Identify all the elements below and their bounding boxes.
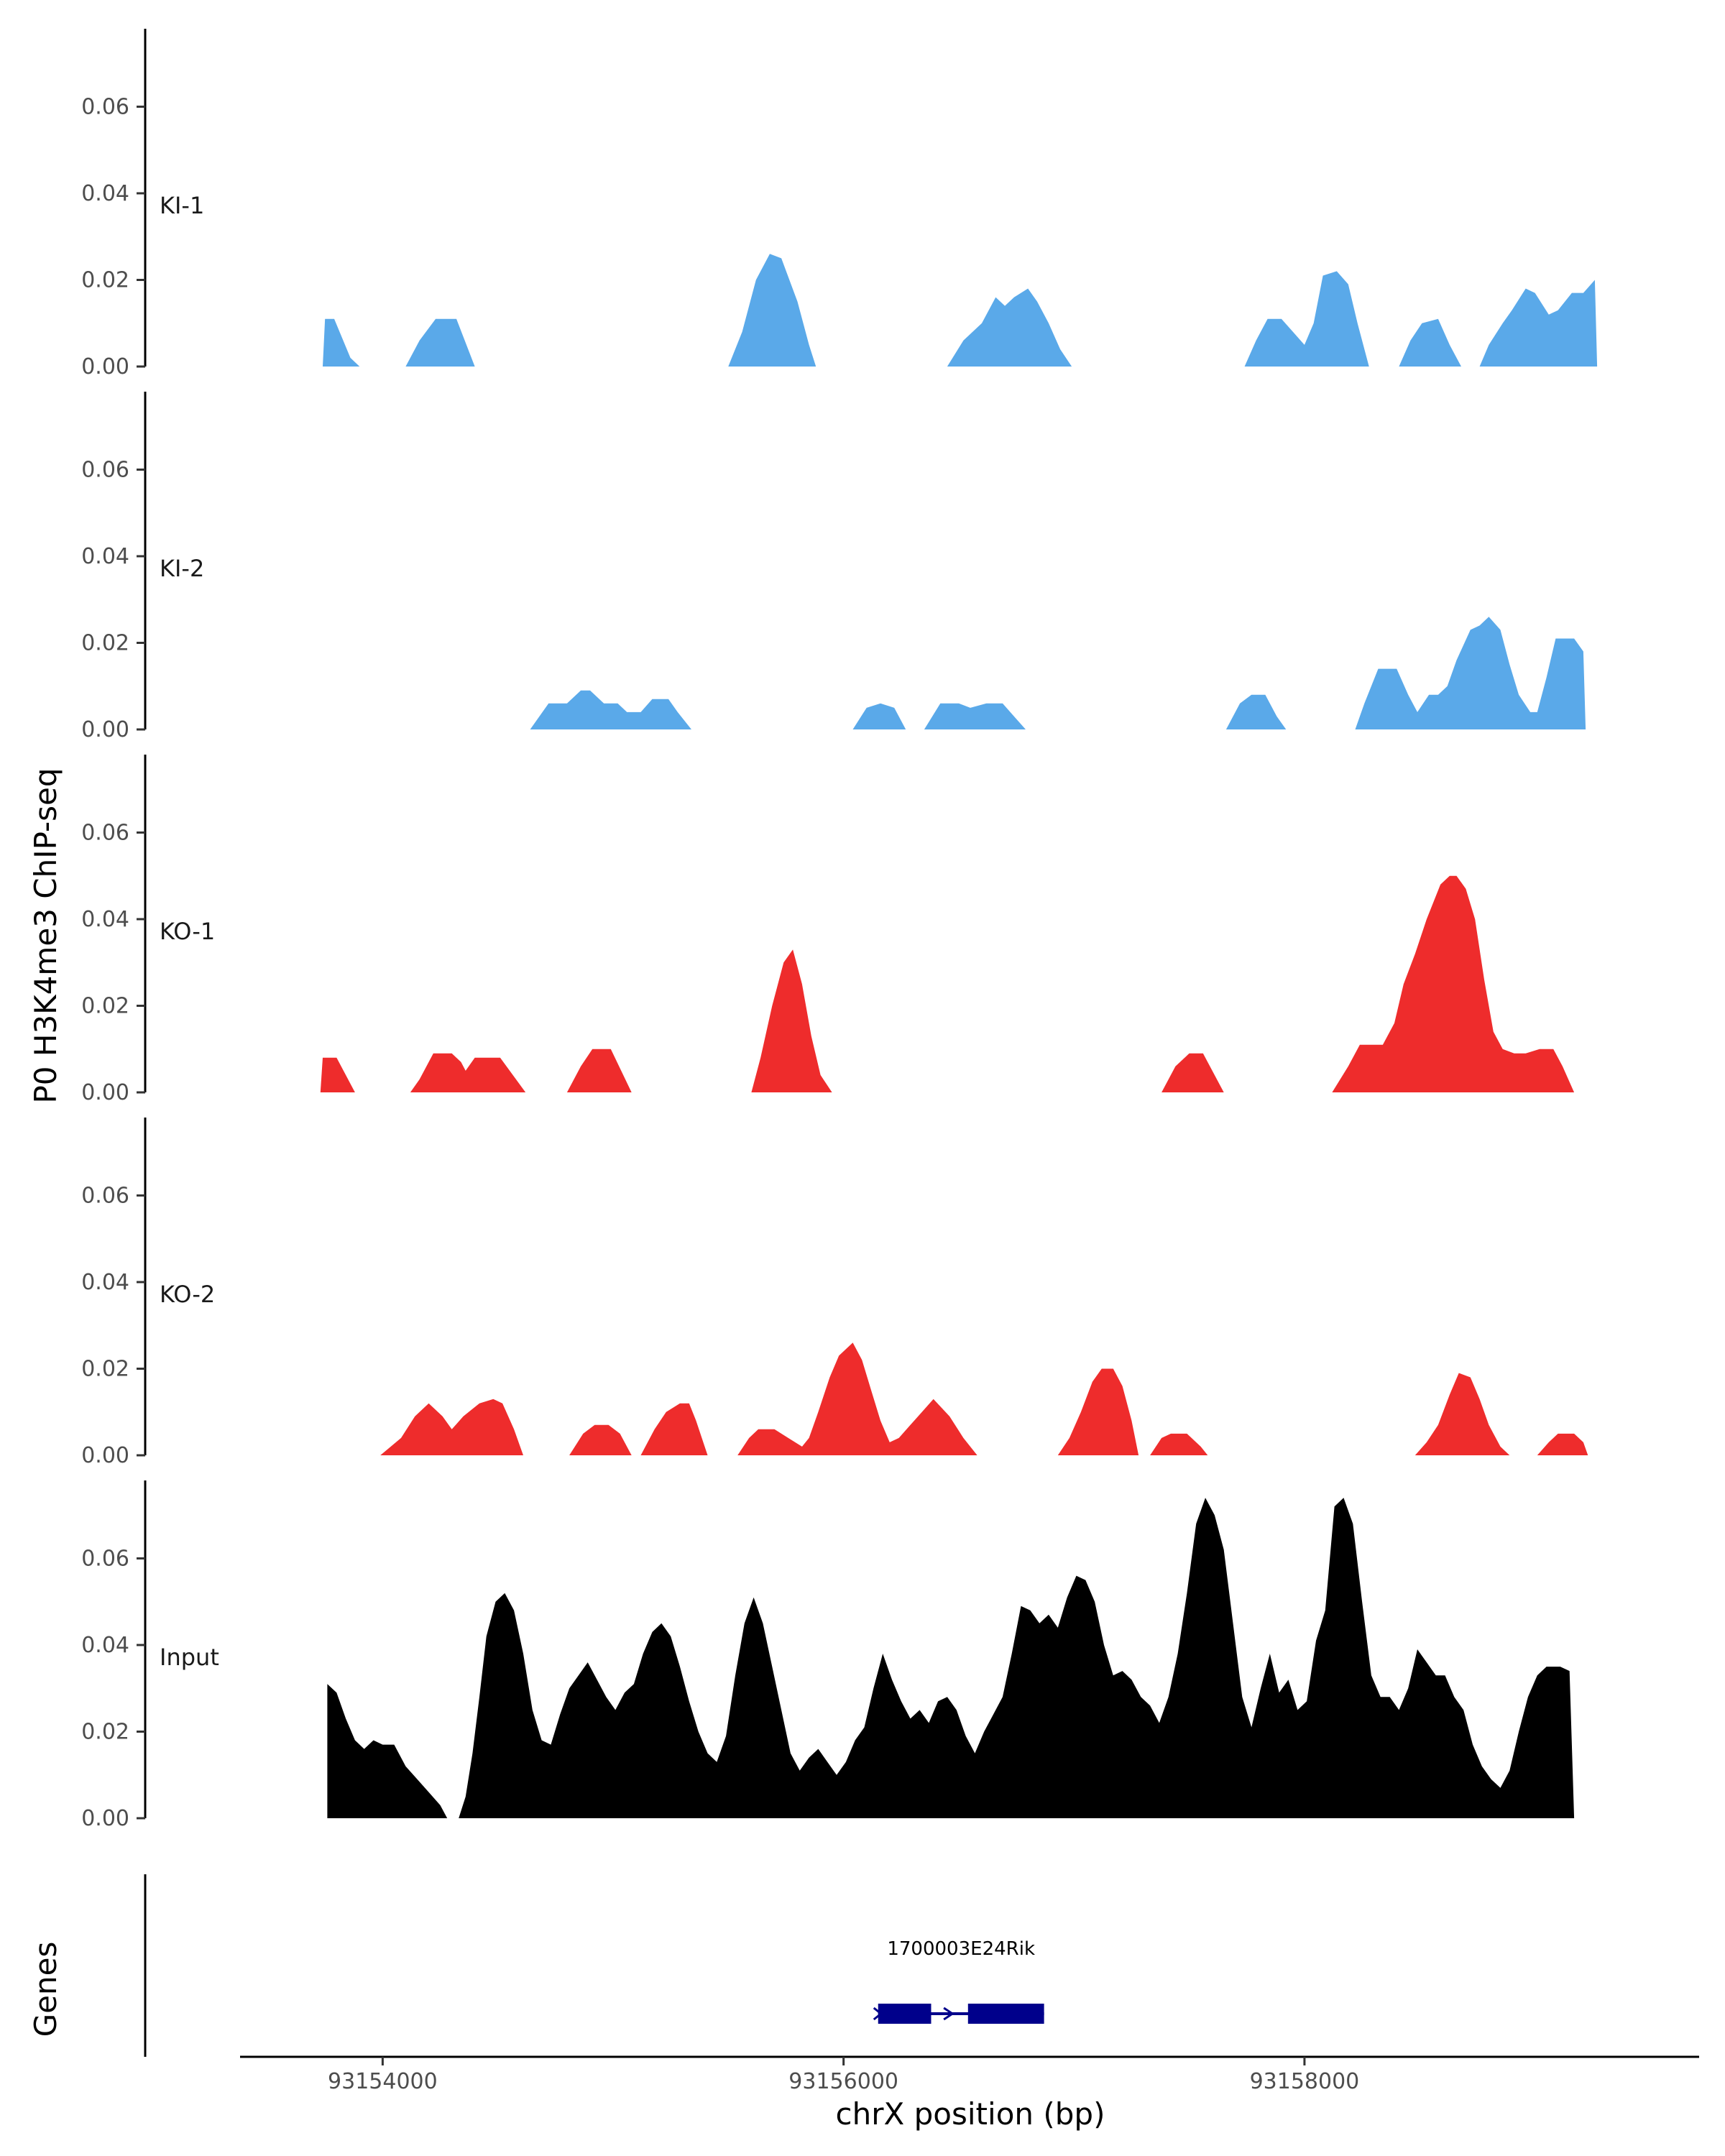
signal-area [530,690,691,729]
track-ki-1: 0.00 0.02 0.04 0.06 KI-1 [81,29,1598,379]
y-tick-label: 0.00 [81,1806,129,1831]
y-tick-label: 0.06 [81,457,129,482]
track-input: 0.00 0.02 0.04 0.06 Input [81,1480,1575,1831]
y-tick-label: 0.04 [81,1633,129,1658]
track-label: KO-2 [160,1281,215,1308]
signal-area [1355,617,1586,729]
y-tick-label: 0.00 [81,717,129,742]
signal-area [410,1053,526,1092]
signal-area [640,1403,708,1455]
strand-arrow-icon [943,2007,954,2021]
gene-exon [967,2004,1044,2024]
y-tick-label: 0.04 [81,907,129,932]
signal-area [924,703,1026,729]
signal-area [320,1057,355,1092]
strand-arrow-icon [873,2007,883,2021]
signal-area [1162,1053,1224,1092]
y-tick-label: 0.02 [81,1356,129,1381]
signal-area [852,703,906,729]
y-tick-label: 0.02 [81,630,129,655]
y-tick-label: 0.00 [81,1080,129,1105]
y-axis-title: P0 H3K4me3 ChIP-seq [28,768,63,1103]
y-tick-label: 0.02 [81,1719,129,1744]
signal-area [405,318,475,367]
signal-area [947,288,1072,367]
y-tick-label: 0.04 [81,181,129,206]
signal-area [569,1424,632,1455]
track-label: KO-1 [160,918,215,945]
gene-track: 1700003E24Rik [144,1874,1044,2057]
track-ki-2: 0.00 0.02 0.04 0.06 KI-2 [81,392,1586,742]
signal-area [1225,694,1287,729]
gene-label: 1700003E24Rik [887,1938,1035,1960]
y-tick-label: 0.02 [81,993,129,1018]
genes-label: Genes [28,1942,63,2037]
signal-area [751,949,832,1092]
y-tick-label: 0.04 [81,544,129,569]
y-tick-label: 0.06 [81,1546,129,1571]
signal-area [459,1498,1575,1818]
signal-area [737,1342,978,1455]
x-tick-label: 93156000 [788,2069,898,2094]
signal-area [323,318,360,367]
y-tick-label: 0.04 [81,1270,129,1295]
tracks: 0.00 0.02 0.04 0.06 KI-1 0.00 0.02 0.04 0.06 KI-2… [81,29,1598,1831]
signal-area [728,254,816,367]
y-tick-label: 0.06 [81,1183,129,1208]
signal-area [1057,1368,1139,1455]
track-label: KI-1 [160,192,204,219]
signal-area [1244,271,1369,367]
x-tick-label: 93158000 [1250,2069,1360,2094]
x-axis-title: chrX position (bp) [836,2096,1105,2132]
signal-area [1414,1373,1510,1455]
signal-area [566,1049,632,1092]
signal-area [1479,280,1598,367]
track-label: Input [160,1644,219,1671]
signal-area [1399,318,1461,367]
signal-area [1537,1433,1588,1455]
y-tick-label: 0.00 [81,354,129,379]
signal-area [380,1399,523,1455]
track-ko-1: 0.00 0.02 0.04 0.06 KO-1 [81,755,1575,1105]
x-axis: 93154000 93156000 93158000 [240,2055,1699,2094]
signal-area [1150,1433,1208,1455]
track-label: KI-2 [160,555,204,582]
signal-area [1332,875,1575,1092]
y-tick-label: 0.06 [81,94,129,119]
track-ko-2: 0.00 0.02 0.04 0.06 KO-2 [81,1118,1588,1468]
signal-area [327,1684,448,1818]
gene-exon [878,2004,932,2024]
y-tick-label: 0.02 [81,267,129,292]
y-tick-label: 0.00 [81,1443,129,1468]
x-tick-label: 93154000 [328,2069,438,2094]
y-tick-label: 0.06 [81,820,129,845]
